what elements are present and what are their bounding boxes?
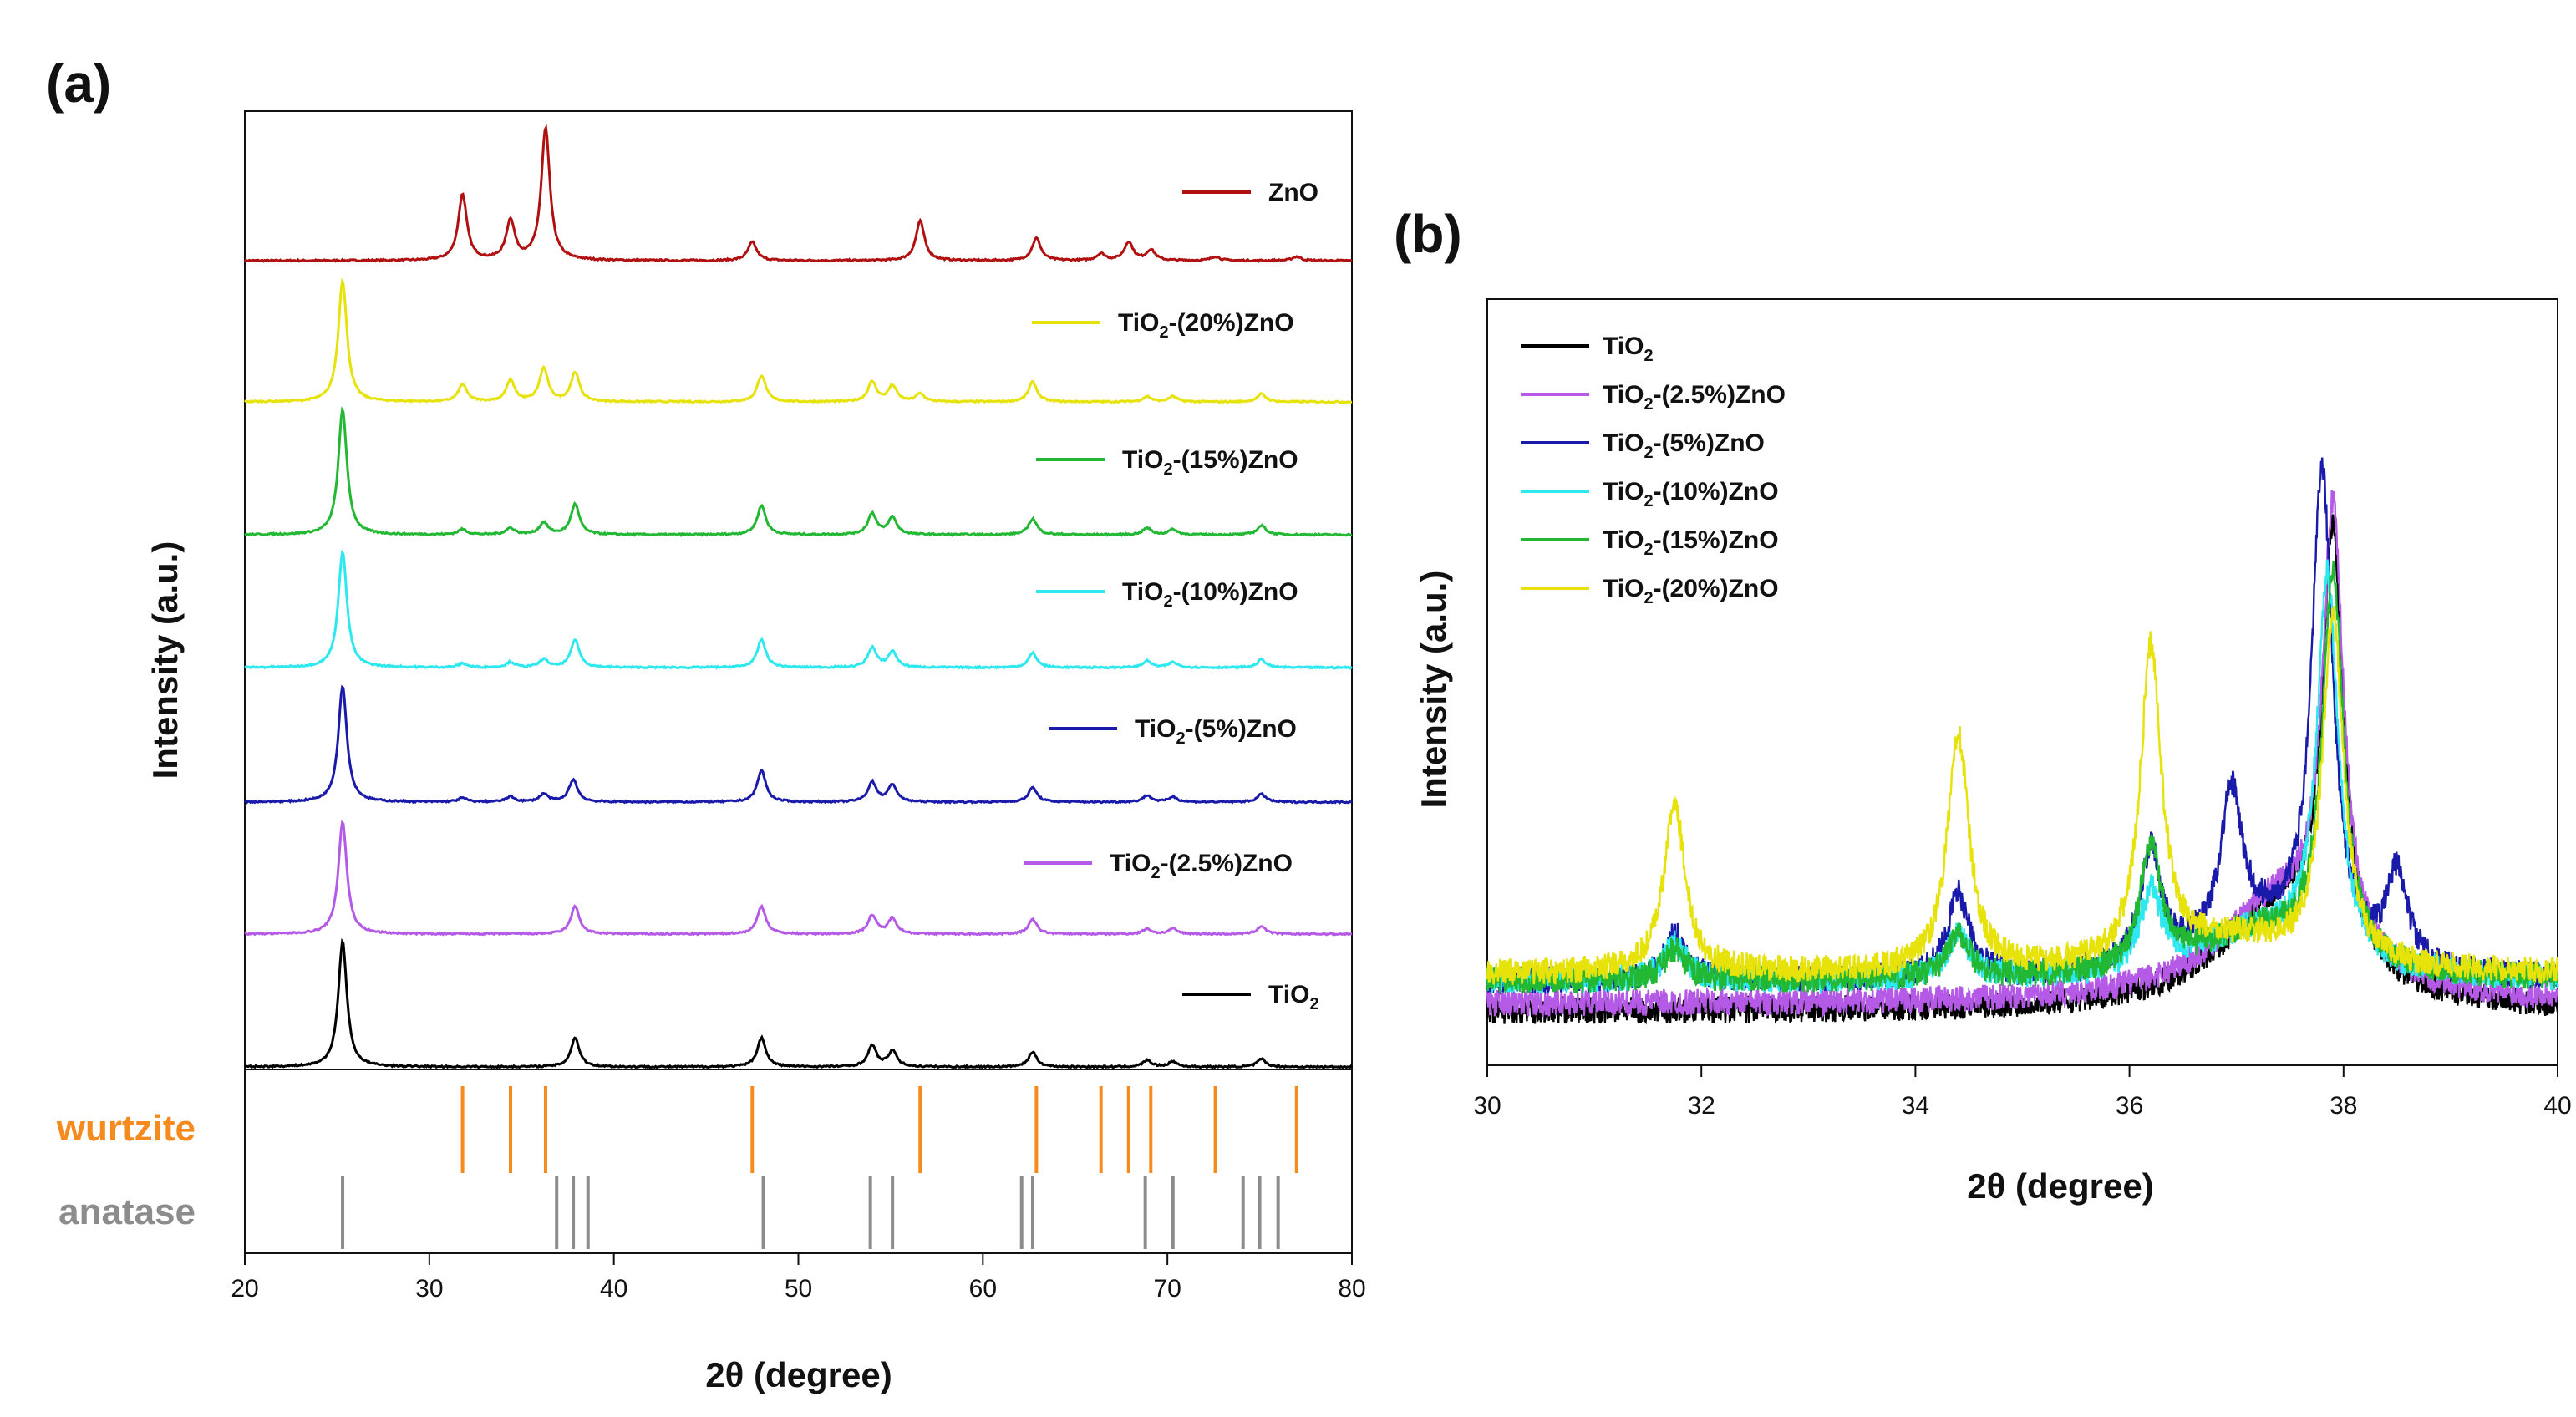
panel-a-series-tio2-15-zno (244, 406, 1353, 538)
panel-b-series-tio2-10-zno (1486, 559, 2559, 994)
panel-a-legend-label: ZnO (1268, 179, 1318, 206)
panel-a-series-tio2-20-zno (243, 277, 1353, 404)
panel-b-zoomed-patterns: 30 32 34 36 38 40 TiO2 TiO2-(2.5%)ZnO TiO2-(5%)Z… (1473, 298, 2572, 1120)
panel-b-series-tio2-5-zno (1486, 457, 2559, 996)
panel-a-x-tick-label: 40 (600, 1275, 627, 1303)
panel-a-legend-label: TiO2-(5%)ZnO (1135, 715, 1297, 748)
panel-a-label: (a) (46, 53, 111, 114)
panel-a-legend-label: TiO2 (1268, 981, 1319, 1013)
panel-a-x-tick-label: 60 (969, 1275, 997, 1303)
panel-a-legend-label: TiO2-(15%)ZnO (1122, 446, 1298, 479)
panel-a-x-axis-title: 2θ (degree) (705, 1355, 892, 1394)
panel-a-series-tio2-2-5-zno (244, 820, 1353, 937)
panel-a-x-tick-label: 20 (231, 1275, 258, 1303)
panel-b-series-tio2-20-zno (1486, 605, 2559, 985)
panel-b-x-tick-label: 34 (1902, 1092, 1929, 1120)
panel-a-y-axis-title: Intensity (a.u.) (145, 541, 185, 780)
panel-a-x-tick-label: 80 (1338, 1275, 1365, 1303)
panel-a-series-tio2-5-zno (244, 684, 1352, 805)
panel-a-series-tio2 (244, 937, 1354, 1069)
reference-label-anatase: anatase (58, 1191, 196, 1232)
panel-b-x-tick-label: 32 (1688, 1092, 1715, 1120)
panel-b-legend-label: TiO2-(20%)ZnO (1603, 575, 1779, 607)
panel-a-series-tio2-10-zno (244, 549, 1353, 670)
panel-b-legend-label: TiO2 (1603, 333, 1654, 365)
panel-a-x-tick-label: 30 (415, 1275, 443, 1303)
panel-a-plot-frame (244, 110, 1353, 1254)
panel-a-legend-label: TiO2-(2.5%)ZnO (1110, 850, 1293, 882)
panel-a-legend-label: TiO2-(20%)ZnO (1118, 309, 1294, 342)
panel-b-legend-label: TiO2-(10%)ZnO (1603, 478, 1779, 510)
panel-b-legend-label: TiO2-(5%)ZnO (1603, 429, 1765, 462)
panel-a-x-tick-label: 70 (1153, 1275, 1181, 1303)
panel-b-x-tick-label: 30 (1473, 1092, 1501, 1120)
panel-b-x-tick-label: 40 (2543, 1092, 2571, 1120)
panel-b-x-axis-title: 2θ (degree) (1967, 1166, 2153, 1206)
panel-b-x-tick-label: 36 (2116, 1092, 2143, 1120)
panel-b-x-tick-label: 38 (2330, 1092, 2357, 1120)
reference-label-wurtzite: wurtzite (56, 1108, 196, 1149)
panel-a-series-zno (243, 123, 1353, 264)
panel-b-legend-label: TiO2-(15%)ZnO (1603, 526, 1779, 559)
panel-a-xrd-patterns: 20 30 40 50 60 70 80 ZnO TiO2-(20%)ZnO TiO2-(15%)… (56, 110, 1366, 1303)
panel-b-plot-frame (1486, 298, 2558, 1066)
panel-b-y-axis-title: Intensity (a.u.) (1414, 571, 1453, 809)
panel-b-label: (b) (1394, 204, 1462, 264)
panel-b-series-tio2-15-zno (1486, 561, 2559, 994)
panel-a-legend-label: TiO2-(10%)ZnO (1122, 578, 1298, 611)
panel-b-legend-label: TiO2-(2.5%)ZnO (1603, 381, 1786, 414)
panel-a-x-tick-label: 50 (785, 1275, 812, 1303)
